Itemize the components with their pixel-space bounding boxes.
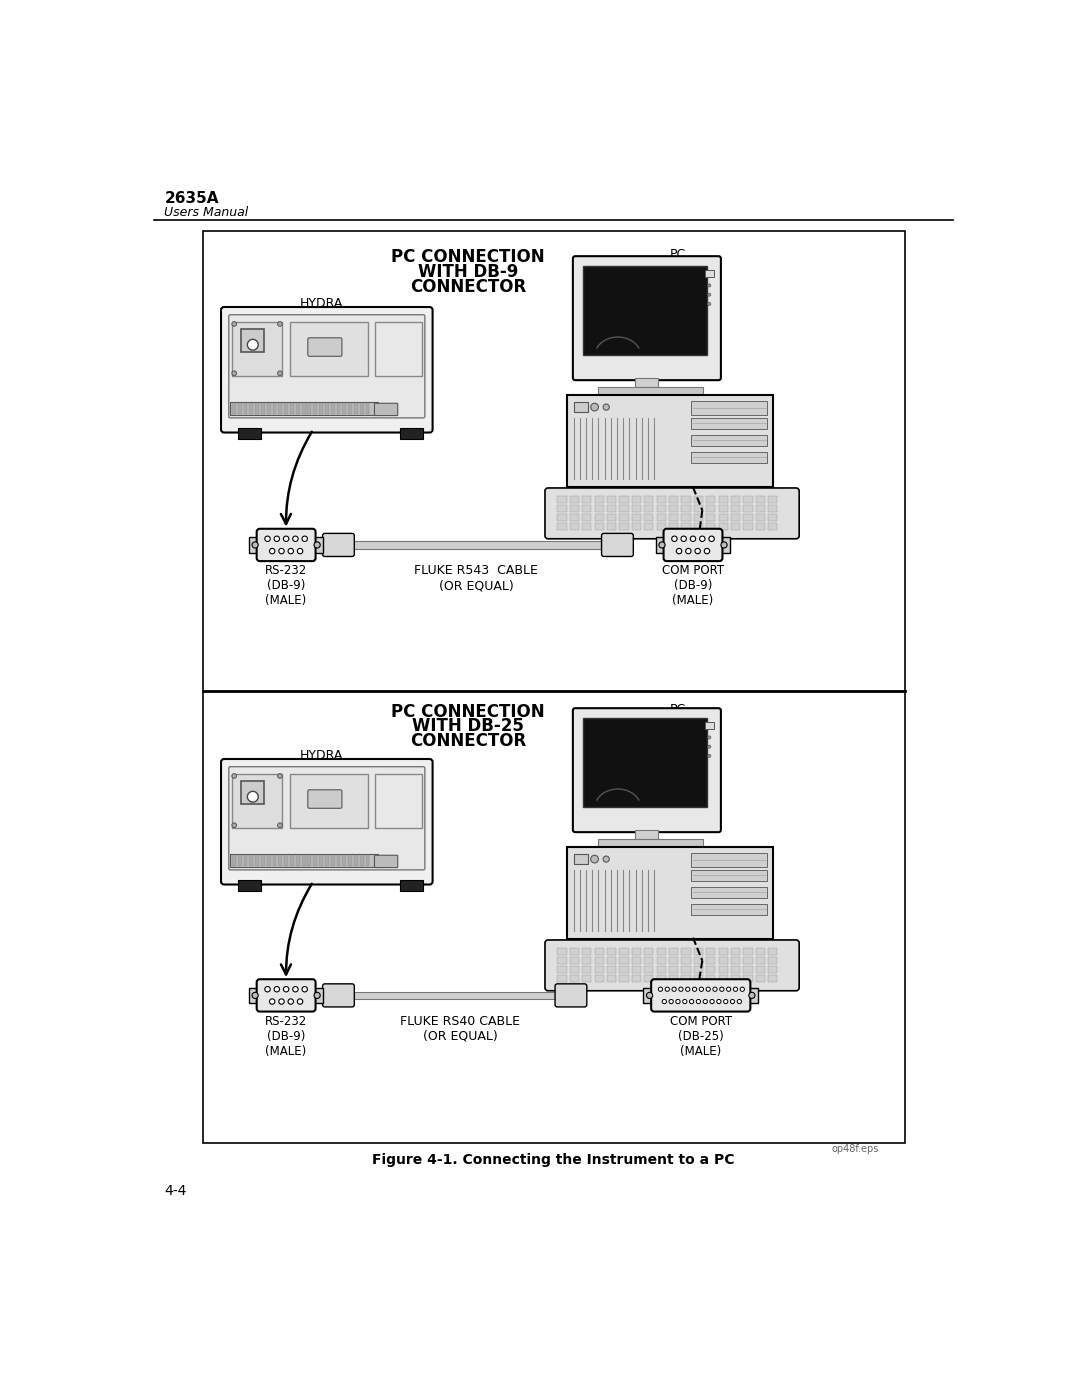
Bar [619, 967, 629, 974]
Bar [567, 395, 773, 488]
Bar [238, 880, 261, 891]
FancyBboxPatch shape [229, 767, 424, 870]
Bar [768, 504, 778, 511]
Ellipse shape [699, 988, 703, 992]
Bar [718, 504, 728, 511]
Bar [261, 855, 265, 866]
Bar [291, 855, 294, 866]
Text: RS-232
(DB-9)
(MALE): RS-232 (DB-9) (MALE) [265, 564, 307, 608]
Bar [656, 538, 669, 553]
Bar [301, 855, 306, 866]
Bar [354, 404, 357, 414]
Ellipse shape [724, 999, 728, 1003]
Bar [706, 967, 715, 974]
Bar [291, 321, 367, 376]
Bar [248, 988, 261, 1003]
Ellipse shape [733, 988, 738, 992]
Ellipse shape [706, 988, 711, 992]
Ellipse shape [603, 404, 609, 411]
Bar [691, 887, 768, 898]
Bar [756, 957, 765, 964]
Bar [718, 524, 728, 531]
Bar [681, 947, 691, 954]
Ellipse shape [683, 999, 687, 1003]
Bar [400, 427, 423, 439]
Ellipse shape [748, 992, 755, 999]
Text: WITH DB-9: WITH DB-9 [418, 263, 518, 281]
Bar [238, 855, 242, 866]
FancyBboxPatch shape [308, 338, 342, 356]
Bar [731, 967, 740, 974]
Text: HYDRA: HYDRA [299, 749, 342, 761]
Bar [557, 947, 567, 954]
Bar [557, 496, 567, 503]
Bar [693, 496, 703, 503]
Ellipse shape [665, 988, 670, 992]
Bar [607, 947, 617, 954]
Ellipse shape [314, 542, 321, 548]
Ellipse shape [703, 999, 707, 1003]
Bar [230, 855, 378, 866]
Bar [272, 855, 276, 866]
Bar [632, 496, 642, 503]
FancyBboxPatch shape [308, 789, 342, 809]
Text: FLUKE RS40 CABLE
(OR EQUAL): FLUKE RS40 CABLE (OR EQUAL) [401, 1014, 521, 1042]
Bar [743, 947, 753, 954]
Bar [360, 855, 364, 866]
Bar [743, 957, 753, 964]
Ellipse shape [704, 549, 710, 553]
Text: WITH DB-25: WITH DB-25 [413, 718, 524, 735]
Bar [582, 957, 592, 964]
Bar [232, 404, 235, 414]
FancyBboxPatch shape [663, 529, 723, 562]
Bar [768, 957, 778, 964]
Bar [607, 496, 617, 503]
Bar [657, 947, 666, 954]
Bar [693, 975, 703, 982]
FancyBboxPatch shape [572, 708, 721, 833]
Bar [669, 975, 678, 982]
Bar [768, 975, 778, 982]
Bar [337, 404, 340, 414]
Bar [657, 967, 666, 974]
Bar [704, 722, 714, 729]
Bar [279, 855, 282, 866]
Bar [718, 947, 728, 954]
Ellipse shape [708, 536, 714, 542]
Bar [238, 427, 261, 439]
Bar [743, 496, 753, 503]
Ellipse shape [686, 549, 691, 553]
Bar [557, 524, 567, 531]
Bar [693, 504, 703, 511]
Bar [607, 957, 617, 964]
Ellipse shape [678, 988, 683, 992]
Bar [756, 504, 765, 511]
Ellipse shape [681, 536, 687, 542]
Ellipse shape [252, 542, 258, 548]
Bar [632, 975, 642, 982]
Bar [582, 967, 592, 974]
Bar [582, 975, 592, 982]
Bar [583, 718, 707, 806]
Ellipse shape [707, 293, 711, 296]
Bar [644, 504, 653, 511]
Bar [595, 524, 604, 531]
Ellipse shape [302, 536, 308, 542]
Bar [731, 524, 740, 531]
Bar [681, 975, 691, 982]
Bar [595, 514, 604, 521]
Ellipse shape [659, 988, 663, 992]
Text: CONNECTOR: CONNECTOR [410, 278, 526, 296]
Bar [272, 404, 276, 414]
FancyBboxPatch shape [323, 534, 354, 556]
Bar [337, 855, 340, 866]
Ellipse shape [707, 302, 711, 306]
Bar [693, 957, 703, 964]
Text: 4-4: 4-4 [164, 1185, 187, 1199]
Bar [352, 541, 604, 549]
Bar [582, 524, 592, 531]
Text: COM PORT
(DB-25)
(MALE): COM PORT (DB-25) (MALE) [670, 1014, 732, 1058]
Ellipse shape [669, 999, 673, 1003]
Bar [731, 514, 740, 521]
Bar [583, 267, 707, 355]
